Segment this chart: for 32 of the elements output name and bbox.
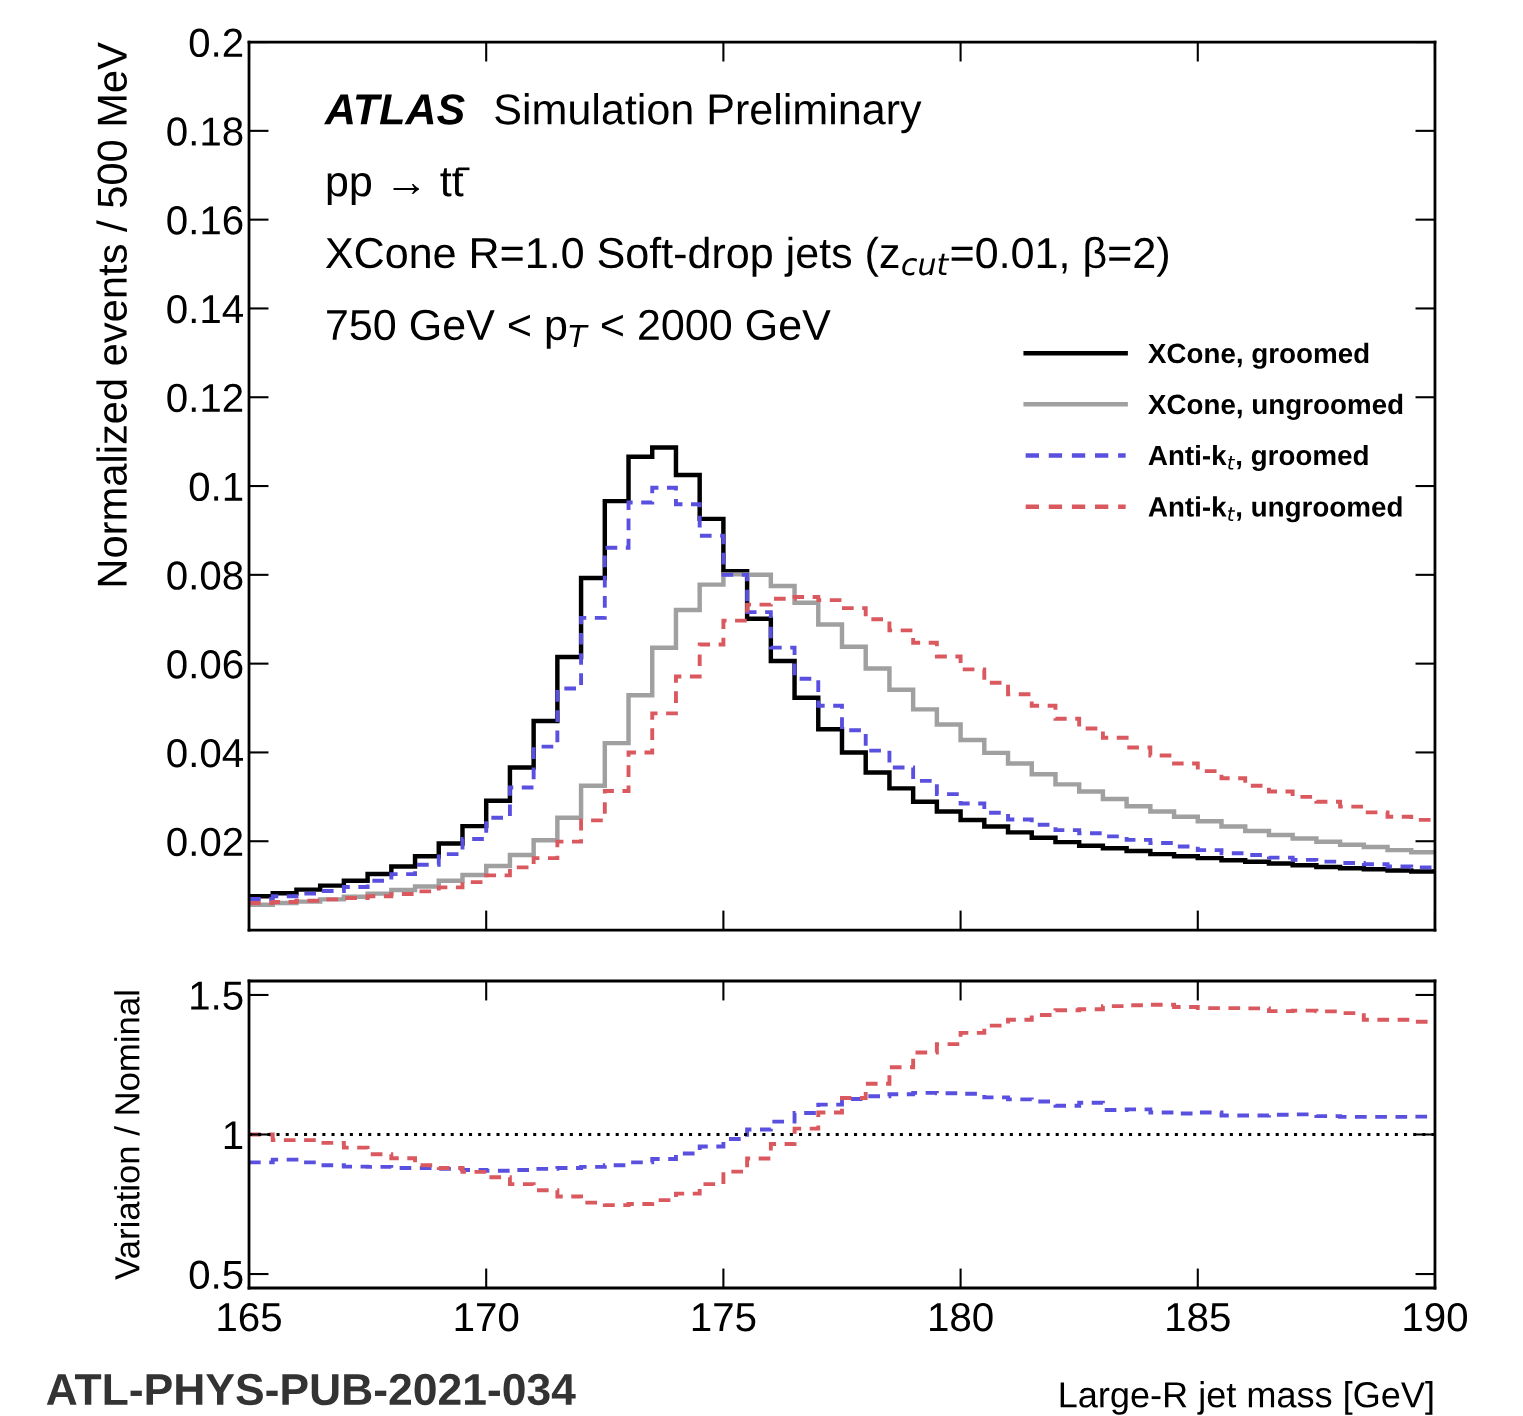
y-tick-label: 0.02 [167,827,243,857]
annotation: 750 GeV < p$_{T}$ < 2000 GeV [327,309,831,349]
legend-label: Anti-k$_{t}$, ungroomed [1148,496,1402,523]
annotation: XCone R=1.0 Soft-drop jets (z$_{cut}$=0.01, β=2) [325,236,1168,277]
legend-label: XCone, groomed [1148,342,1369,369]
x-tick-label: 180 [930,1302,993,1332]
x-axis-title: Large-R jet mass [GeV] [1060,1381,1433,1415]
y-tick-label: 0.5 [189,1260,243,1290]
annotation: Simulation Preliminary [495,93,922,134]
y-tick-label: 0.2 [189,28,243,58]
y-tick-label: 0.06 [167,650,243,679]
x-tick-label: 165 [218,1302,281,1332]
y-axis-title: Normalized events / 500 MeV [96,42,127,586]
x-tick-label: 185 [1167,1302,1230,1332]
y-tick-label: 0.04 [167,738,243,768]
y-tick-label: 0.18 [167,117,243,146]
y-tick-label: 0.16 [167,206,243,235]
text: ATL-PHYS-PUB-2021-034 [46,1373,576,1406]
legend-label: Anti-k$_{t}$, groomed [1148,444,1368,471]
y-tick-label: 0.14 [167,294,243,324]
y-tick-label: 1.5 [191,981,243,1010]
x-tick-label: 190 [1404,1302,1467,1332]
legend-label: XCone, ungroomed [1148,393,1403,420]
x-tick-label: 170 [455,1302,519,1332]
y-tick-label: 0.08 [167,561,243,590]
y-axis-title: Variation / Nominal [114,991,140,1280]
y-tick-label: 1 [224,1121,243,1150]
y-tick-label: 0.12 [167,383,243,413]
annotation: pp → tt̄ [327,167,470,206]
x-tick-label: 175 [692,1303,756,1332]
annotation: ATLAS [324,94,465,125]
y-tick-label: 0.1 [189,472,243,502]
